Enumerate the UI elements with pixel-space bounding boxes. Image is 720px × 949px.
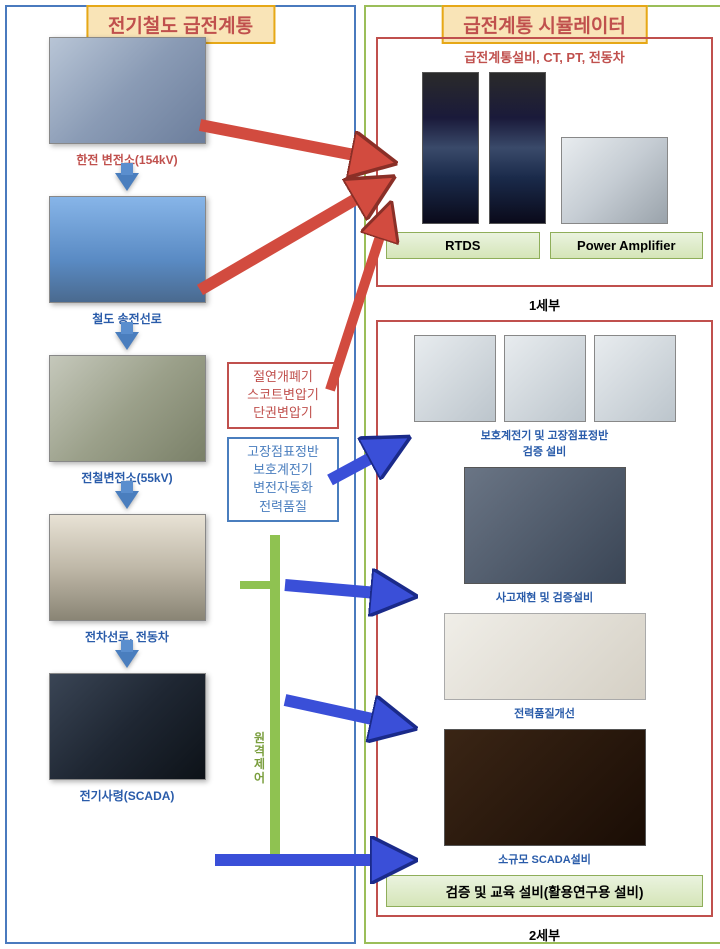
rtds-label-button: RTDS — [386, 232, 539, 259]
sim-box-2: 보호계전기 및 고장점표정반 검증 설비 사고재현 및 검증설비 전력품질개선 … — [376, 320, 713, 917]
sim1-sub-caption: 1세부 — [376, 295, 713, 314]
img-substation-154kv — [49, 37, 206, 144]
rtds-rack-2 — [489, 72, 546, 224]
img-catenary-train — [49, 514, 206, 621]
relay-img-3 — [594, 335, 676, 422]
sim-box-1: 급전계통설비, CT, PT, 전동차 RTDS Power Amplifier — [376, 37, 713, 287]
left-flow-column: 한전 변전소(154kV) 철도 송전선로 전철변전소(55kV) 전차선로, … — [37, 37, 217, 804]
sim2-sub-caption: 2세부 — [376, 925, 713, 944]
relay-img-2 — [504, 335, 586, 422]
mini-scada-img — [444, 729, 646, 846]
power-quality-img — [444, 613, 646, 700]
caption-5: 전기사령(SCADA) — [80, 787, 175, 804]
textbox-red: 절연개폐기 스코트변압기 단권변압기 — [227, 362, 339, 429]
right-panel: 급전계통 시뮬레이터 급전계통설비, CT, PT, 전동차 RTDS Powe… — [364, 5, 720, 944]
power-amplifier-img — [561, 137, 668, 224]
sim1-equipment-row — [386, 72, 703, 224]
down-arrow-icon — [115, 491, 139, 509]
remote-control-label: 원격제어 — [252, 732, 267, 785]
sim2-caption-2: 사고재현 및 검증설비 — [386, 589, 703, 605]
sim2-caption-4: 소규모 SCADA설비 — [386, 851, 703, 867]
sim2-caption-1: 보호계전기 및 고장점표정반 검증 설비 — [386, 427, 703, 459]
down-arrow-icon — [115, 332, 139, 350]
down-arrow-icon — [115, 650, 139, 668]
fault-cabinet-img — [464, 467, 626, 584]
img-transmission-line — [49, 196, 206, 303]
sim1-header: 급전계통설비, CT, PT, 전동차 — [386, 47, 703, 66]
down-arrow-icon — [115, 173, 139, 191]
amp-label-button: Power Amplifier — [550, 232, 703, 259]
relay-img-1 — [414, 335, 496, 422]
sim2-caption-3: 전력품질개선 — [386, 705, 703, 721]
textbox-blue: 고장점표정반 보호계전기 변전자동화 전력품질 — [227, 437, 339, 522]
img-substation-55kv — [49, 355, 206, 462]
left-panel: 전기철도 급전계통 한전 변전소(154kV) 철도 송전선로 전철변전소(55… — [5, 5, 356, 944]
img-scada-center — [49, 673, 206, 780]
rtds-rack-1 — [422, 72, 479, 224]
sim2-bottom-button: 검증 및 교육 설비(활용연구용 설비) — [386, 875, 703, 907]
